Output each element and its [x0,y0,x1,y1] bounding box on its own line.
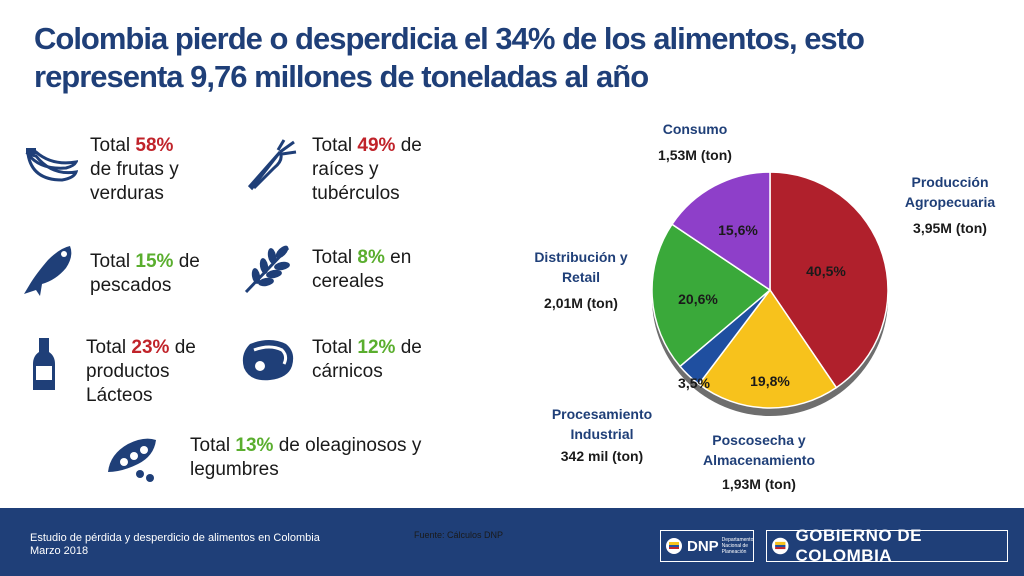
pie-value-procesamiento: 3,5% [678,375,710,391]
item-pescados-value: 15% [135,251,174,272]
pie-value-distribucion: 20,6% [678,291,718,307]
colombia-shield-icon [772,537,789,555]
item-oleaginosos-value: 13% [235,435,274,456]
item-cereales: Total 8% en cereales [312,247,412,292]
gobierno-logo: GOBIERNO DE COLOMBIA [766,526,1008,565]
dnp-logo: DNP Departamento Nacional de Planeación [660,530,754,562]
item-frutas: Total 58% de frutas y verduras [90,135,179,204]
peas-icon [108,438,156,482]
pie-slice-poscosecha [697,288,838,409]
colombia-shield-icon [666,538,682,554]
item-carnicos-value: 12% [357,337,396,358]
milk-bottle-icon [33,338,55,390]
item-raices: Total 49% de raíces y tubérculos [312,135,422,204]
item-carnicos: Total 12% de cárnicos [312,337,422,382]
pie-slice-distribucion [651,223,772,368]
item-cereales-value: 8% [357,247,385,268]
footer-source: Fuente: Cálculos DNP [414,530,504,540]
meat-icon [242,340,294,381]
item-oleaginosos: Total 13% de oleaginosos y legumbres [190,435,422,480]
item-lacteos-value: 23% [131,337,170,358]
pie-slice-consumo [670,171,771,292]
label-produccion: Producción Agropecuaria 3,95M (ton) [904,174,996,236]
item-lacteos: Total 23% de productos Lácteos [86,337,196,406]
wheat-icon [244,245,290,294]
item-frutas-value: 58% [135,135,174,156]
bananas-icon [25,148,78,182]
footer: Estudio de pérdida y desperdicio de alim… [0,508,1024,576]
item-raices-value: 49% [357,135,396,156]
item-pescados: Total 15% de pescados [90,251,200,296]
label-distribucion: Distribución y Retail 2,01M (ton) [534,249,628,311]
fish-icon [24,246,72,296]
pie-value-poscosecha: 19,8% [750,373,790,389]
label-poscosecha: Poscosecha y Almacenamiento 1,93M (ton) [702,432,816,492]
footer-study: Estudio de pérdida y desperdicio de alim… [30,532,320,557]
pie-value-produccion: 40,5% [806,263,846,279]
pie-chart [651,171,889,416]
carrot-icon [247,139,297,191]
pie-slice-produccion [769,171,889,389]
page-title: Colombia pierde o desperdicia el 34% de … [34,21,865,94]
pie-value-consumo: 15,6% [718,222,758,238]
label-procesamiento: Procesamiento Industrial 342 mil (ton) [551,406,653,464]
label-consumo: Consumo 1,53M (ton) [658,121,732,163]
